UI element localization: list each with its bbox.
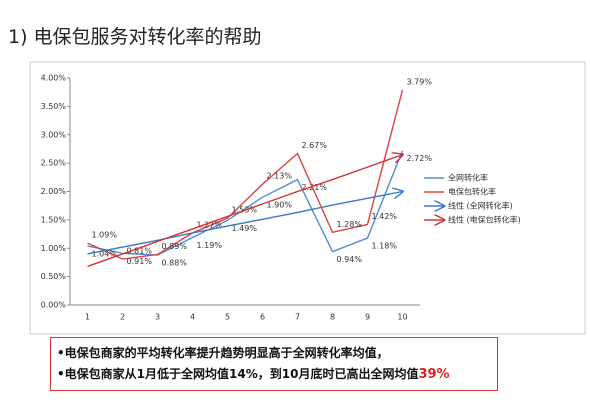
data-label: 1.04% [92, 249, 118, 258]
x-tick-label: 10 [397, 313, 407, 322]
trend-line [87, 155, 403, 268]
x-tick-label: 8 [330, 313, 335, 322]
series-line [87, 150, 404, 256]
data-label: 1.18% [372, 242, 398, 251]
y-tick-label: 3.50% [41, 102, 67, 111]
data-label: 1.49% [232, 224, 258, 233]
x-tick-label: 3 [155, 313, 160, 322]
data-label: 0.81% [127, 247, 153, 256]
y-tick-label: 4.00% [41, 74, 67, 83]
y-tick-label: 1.00% [41, 244, 67, 253]
y-tick-label: 0.00% [41, 301, 67, 310]
data-label: 0.89% [162, 242, 188, 251]
data-label: 2.67% [302, 141, 328, 150]
x-tick-label: 7 [295, 313, 300, 322]
data-label: 1.19% [197, 241, 223, 250]
y-tick-label: 1.50% [41, 215, 67, 224]
note: •电保包商家的平均转化率提升趋势明显高于全网转化率均值， [57, 346, 389, 360]
data-label: 1.09% [92, 231, 118, 240]
note-highlight: 39% [418, 367, 450, 382]
chart-frame [29, 61, 586, 335]
note: •电保包商家从1月低于全网均值14%，到10月底时已高出全网均值39% [57, 364, 491, 385]
x-tick-label: 5 [225, 313, 230, 322]
data-label: 2.21% [302, 183, 328, 192]
legend-label: 线性 (电保包转化率) [448, 215, 521, 225]
y-tick-label: 3.00% [41, 130, 67, 139]
x-tick-label: 1 [85, 313, 90, 322]
y-tick-label: 2.50% [41, 159, 67, 168]
data-label: 2.72% [407, 154, 433, 163]
x-tick-label: 4 [190, 313, 195, 322]
data-label: 1.90% [267, 201, 293, 210]
y-tick-label: 0.50% [41, 272, 67, 281]
x-tick-label: 9 [365, 313, 370, 322]
data-label: 3.79% [407, 77, 433, 86]
data-label: 2.13% [267, 172, 293, 181]
series-line [87, 89, 404, 260]
legend-label: 全网转化率 [448, 173, 488, 183]
x-tick-label: 6 [260, 313, 265, 322]
trend-line [87, 192, 403, 255]
slide-title: 1) 电保包服务对转化率的帮助 [8, 26, 262, 48]
data-label: 1.28% [337, 220, 363, 229]
data-label: 1.27% [197, 220, 223, 229]
note-text: •电保包商家从1月低于全网均值14%，到10月底时已高出全网均值 [57, 367, 419, 381]
legend-label: 电保包转化率 [448, 187, 496, 197]
data-label: 1.42% [372, 212, 398, 221]
data-label: 0.94% [337, 255, 363, 264]
legend-label: 线性 (全网转化率) [448, 201, 513, 211]
data-label: 0.88% [162, 259, 188, 268]
data-label: 0.91% [127, 257, 153, 266]
y-tick-label: 2.00% [41, 187, 67, 196]
notes-box: •电保包商家的平均转化率提升趋势明显高于全网转化率均值， •电保包商家从1月低于… [50, 337, 498, 391]
x-tick-label: 2 [120, 313, 125, 322]
